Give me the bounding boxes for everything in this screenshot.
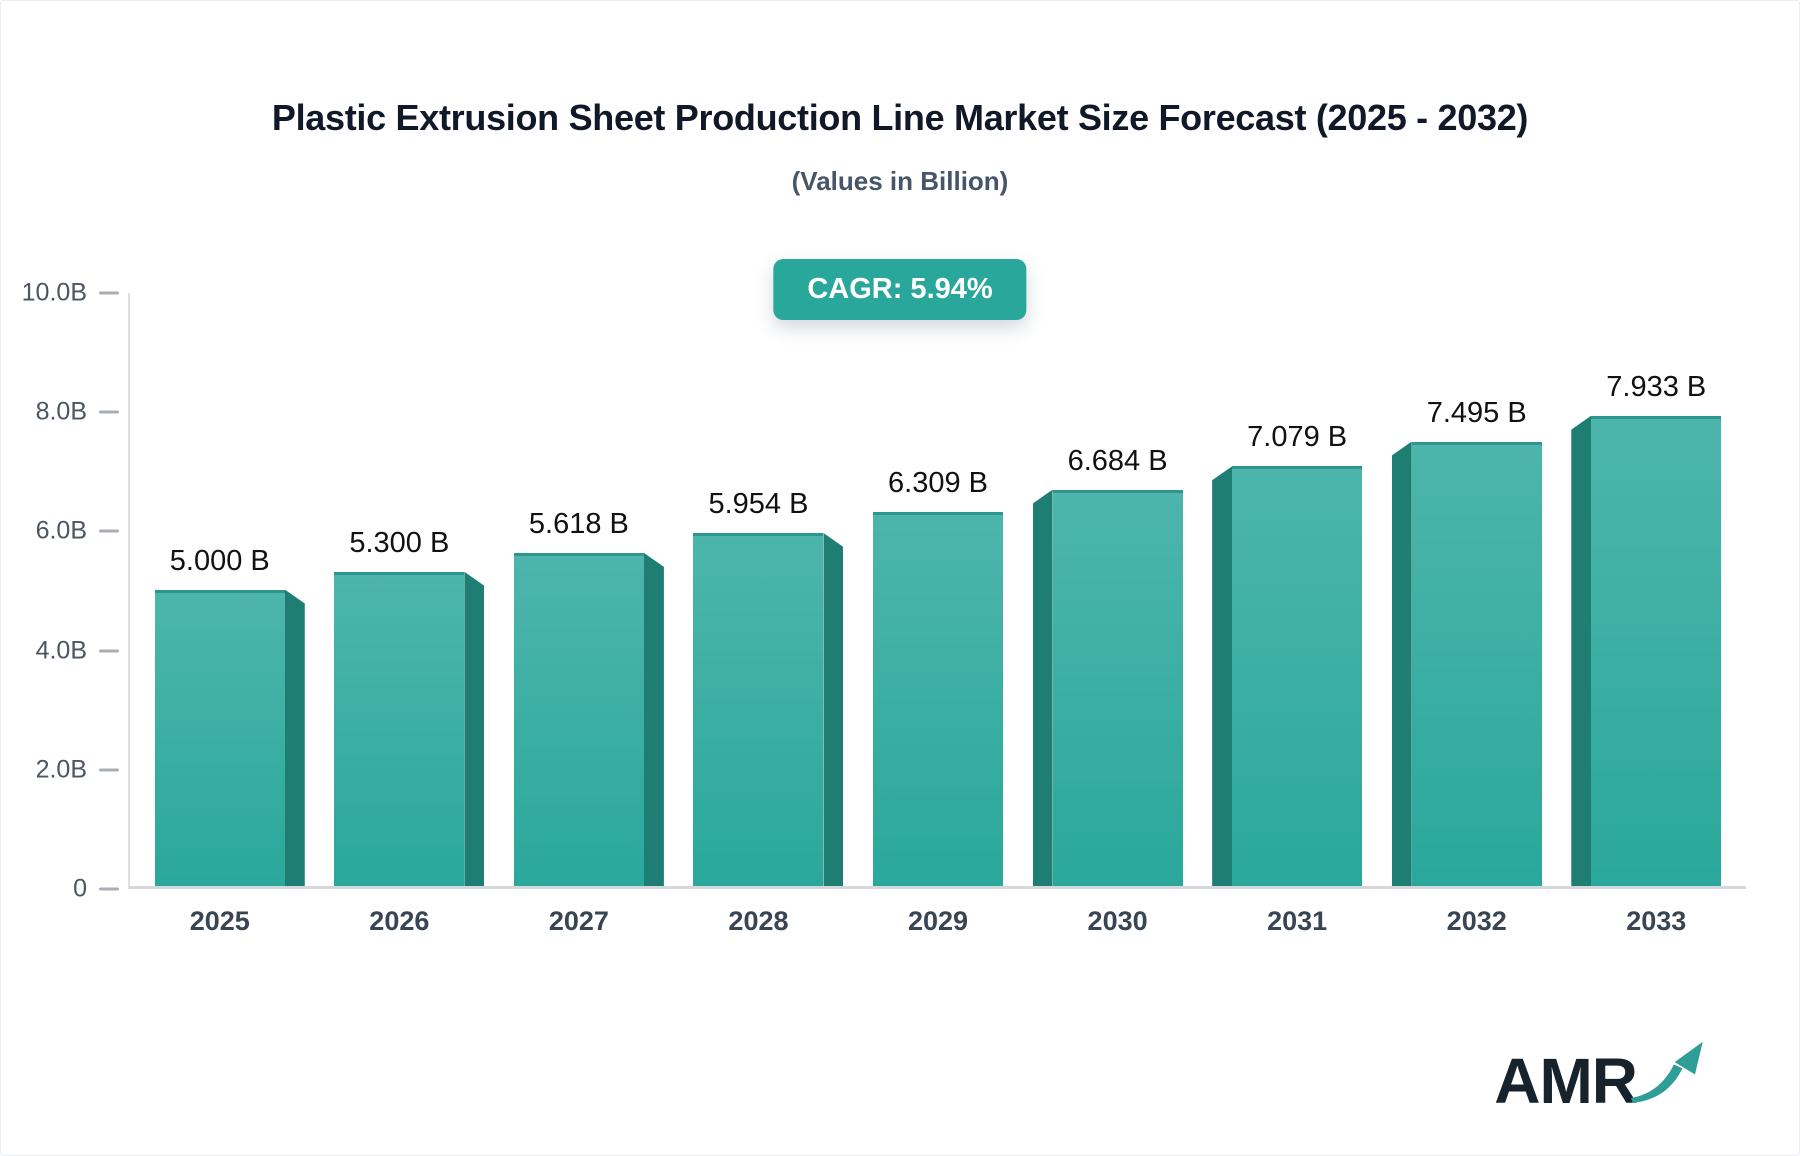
bar-2031: 7.079 B: [1212, 421, 1363, 886]
bar-value-label: 5.300 B: [349, 526, 450, 559]
y-tick-label: 6.0B: [35, 516, 87, 545]
y-tick-10.0B: 10.0B: [1, 279, 128, 308]
bar-2032: 7.495 B: [1391, 397, 1542, 886]
bar-2026: 5.300 B: [334, 527, 485, 886]
brand-logo: AMR: [1494, 1037, 1709, 1113]
y-tick-mark: [99, 649, 119, 653]
bar-face: [1411, 441, 1542, 886]
bar-2028: 5.954 B: [693, 488, 844, 886]
bar-column-2032: 7.495 B 2032: [1387, 293, 1567, 936]
growth-arrow-icon: [1631, 1041, 1703, 1103]
y-tick-label: 4.0B: [35, 636, 87, 665]
bar-column-2028: 5.954 B 2028: [669, 293, 849, 936]
bar-side-shadow: [284, 589, 305, 886]
y-tick-mark: [99, 529, 119, 533]
bar-column-2029: 6.309 B 2029: [848, 293, 1028, 936]
y-tick-label: 0: [73, 874, 87, 903]
y-tick-8.0B: 8.0B: [1, 398, 128, 427]
bar-2025: 5.000 B: [154, 545, 305, 886]
chart-title: Plastic Extrusion Sheet Production Line …: [271, 97, 1529, 138]
y-tick-label: 8.0B: [35, 397, 87, 426]
bar-side-shadow: [1032, 489, 1053, 886]
plot-area: 5.000 B 2025 5.300 B 2026 5.618 B 2027 5.954 B…: [128, 293, 1747, 936]
bar-column-2026: 5.300 B 2026: [310, 293, 490, 936]
bar-chart: 10.0B 8.0B 6.0B 4.0B 2.0B 0 5.000 B 2025 5.300 …: [1, 279, 1799, 936]
bar-value-label: 5.618 B: [528, 507, 629, 540]
bar-value-label: 7.933 B: [1606, 370, 1707, 403]
cagr-badge: CAGR: 5.94%: [773, 259, 1027, 320]
bar-side-shadow: [643, 552, 664, 886]
bar-face: [334, 571, 465, 886]
bar-face: [1232, 466, 1363, 886]
x-axis-label-2026: 2026: [369, 906, 430, 936]
bar-2030: 6.684 B: [1032, 445, 1183, 886]
bar-value-label: 5.000 B: [169, 544, 270, 577]
y-tick-0: 0: [1, 875, 128, 904]
chart-subtitle: (Values in Billion): [791, 166, 1009, 196]
bar-side-shadow: [464, 571, 485, 886]
x-axis-label-2028: 2028: [728, 906, 789, 936]
bar-face: [1052, 489, 1183, 886]
bar-2027: 5.618 B: [513, 508, 664, 886]
y-tick-mark: [99, 410, 119, 414]
y-tick-mark: [99, 768, 119, 772]
x-axis-label-2025: 2025: [189, 906, 250, 936]
bar-column-2030: 6.684 B 2030: [1028, 293, 1208, 936]
bar-side-shadow: [1212, 466, 1233, 886]
y-tick-label: 10.0B: [21, 278, 87, 307]
x-axis-label-2031: 2031: [1267, 906, 1328, 936]
bar-column-2025: 5.000 B 2025: [130, 293, 310, 936]
bar-value-label: 7.079 B: [1247, 421, 1348, 454]
y-tick-4.0B: 4.0B: [1, 636, 128, 665]
bar-2033: 7.933 B: [1571, 371, 1722, 886]
bar-face: [154, 589, 285, 886]
x-axis-label-2033: 2033: [1626, 906, 1687, 936]
bar-face: [1591, 415, 1722, 886]
bar-side-shadow: [823, 532, 844, 886]
y-tick-mark: [99, 291, 119, 295]
bar-value-label: 6.309 B: [888, 466, 989, 499]
bar-face: [873, 511, 1004, 886]
bar-value-label: 6.684 B: [1067, 444, 1168, 477]
bar-value-label: 7.495 B: [1426, 396, 1527, 429]
bar-face: [693, 532, 824, 886]
y-tick-6.0B: 6.0B: [1, 517, 128, 546]
bar-side-shadow: [1571, 415, 1592, 886]
x-axis-label-2029: 2029: [907, 906, 969, 936]
bar-value-label: 5.954 B: [708, 487, 809, 520]
bar-column-2031: 7.079 B 2031: [1207, 293, 1387, 936]
bar-column-2027: 5.618 B 2027: [489, 293, 669, 936]
bar-face: [513, 552, 644, 886]
bar-2029: 6.309 B: [873, 467, 1004, 886]
x-axis-label-2032: 2032: [1446, 906, 1507, 936]
y-tick-label: 2.0B: [35, 755, 87, 784]
y-tick-mark: [99, 887, 119, 891]
bar-column-2033: 7.933 B 2033: [1567, 293, 1747, 936]
x-axis-label-2027: 2027: [548, 906, 609, 936]
bar-side-shadow: [1391, 441, 1412, 886]
x-axis-label-2030: 2030: [1087, 906, 1148, 936]
y-tick-2.0B: 2.0B: [1, 755, 128, 784]
logo-text: AMR: [1494, 1045, 1638, 1117]
